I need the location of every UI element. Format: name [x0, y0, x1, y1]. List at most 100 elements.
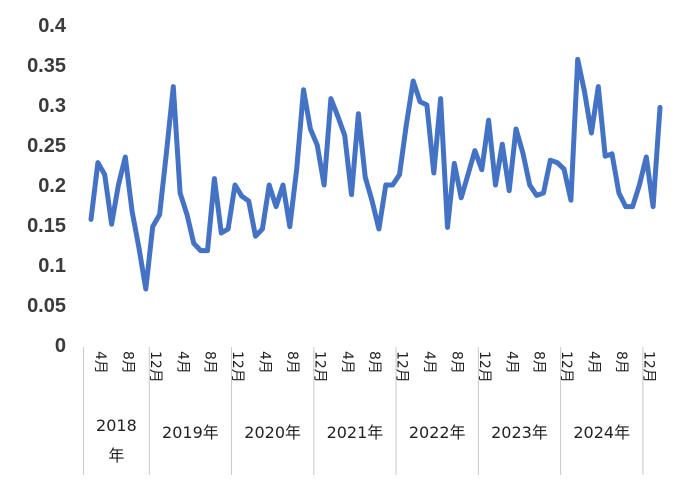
data-point	[411, 79, 416, 84]
x-tick-label: 8月	[448, 351, 464, 374]
data-point	[116, 183, 121, 188]
data-point	[335, 114, 340, 119]
x-group-label: 2018	[96, 416, 137, 435]
data-point	[328, 96, 333, 101]
x-tick-label: 4月	[339, 351, 355, 374]
data-point	[322, 183, 327, 188]
data-point	[466, 172, 471, 177]
data-point	[610, 151, 615, 156]
data-point	[356, 111, 361, 116]
data-point	[520, 151, 525, 156]
x-tick-label: 12月	[558, 351, 574, 383]
data-point	[582, 90, 587, 95]
data-point	[479, 167, 484, 172]
y-tick-label: 0.1	[38, 255, 66, 277]
y-tick-label: 0.2	[38, 175, 66, 197]
data-point	[390, 183, 395, 188]
data-point	[198, 248, 203, 253]
y-tick-label: 0.15	[27, 215, 66, 237]
data-point	[294, 167, 299, 172]
data-point	[164, 151, 169, 156]
data-point	[397, 172, 402, 177]
data-point	[527, 183, 532, 188]
data-point	[191, 241, 196, 246]
data-point	[102, 172, 107, 177]
x-tick-label: 8月	[284, 351, 300, 374]
data-point	[130, 209, 135, 214]
x-tick-label: 12月	[147, 351, 163, 383]
x-tick-label: 8月	[202, 351, 218, 374]
series-line	[88, 56, 663, 292]
data-point	[376, 227, 381, 232]
x-tick-label: 8月	[366, 351, 382, 374]
y-tick-label: 0	[55, 335, 66, 357]
data-point	[514, 127, 519, 132]
data-point	[383, 183, 388, 188]
data-point	[575, 57, 580, 62]
data-point	[534, 193, 539, 198]
data-point	[418, 99, 423, 104]
x-group-label: 年	[108, 446, 124, 465]
data-point	[445, 225, 450, 230]
x-tick-label: 12月	[311, 351, 327, 383]
data-point	[219, 231, 224, 236]
data-point	[178, 191, 183, 196]
data-point	[562, 167, 567, 172]
data-point	[616, 191, 621, 196]
x-tick-label: 4月	[586, 351, 602, 374]
data-point	[253, 234, 258, 239]
x-group-label: 2019年	[162, 423, 219, 442]
data-point	[267, 183, 272, 188]
data-point	[308, 127, 313, 132]
data-point	[404, 123, 409, 128]
data-point	[287, 224, 292, 229]
data-point	[555, 160, 560, 165]
data-point	[438, 96, 443, 101]
data-point	[226, 227, 231, 232]
x-tick-label: 12月	[394, 351, 410, 383]
data-point	[95, 160, 100, 165]
data-point	[596, 84, 601, 89]
data-point	[486, 118, 491, 123]
data-point	[157, 212, 162, 217]
data-point	[459, 195, 464, 200]
data-point	[623, 204, 628, 209]
data-point	[603, 154, 608, 159]
data-point	[150, 224, 155, 229]
plot-area	[88, 56, 663, 292]
data-point	[424, 103, 429, 108]
data-point	[315, 143, 320, 148]
x-axis: 4月 8月 12月 4月 8月 12月 4月 8月 12月 4月 8月 12月 4月 8月 12月 4月 8月 1…	[83, 347, 656, 475]
data-point	[260, 227, 265, 232]
data-point	[274, 204, 279, 209]
y-tick-label: 0.3	[38, 95, 66, 117]
data-point	[548, 158, 553, 163]
data-point	[281, 183, 286, 188]
x-tick-label: 12月	[640, 351, 656, 383]
data-point	[370, 199, 375, 204]
data-point	[212, 176, 217, 181]
data-point	[363, 175, 368, 180]
data-point	[644, 155, 649, 160]
data-point	[137, 246, 142, 251]
data-point	[171, 84, 176, 89]
y-axis: 0 0.05 0.1 0.15 0.2 0.25 0.3 0.35 0.4	[27, 15, 67, 357]
data-point	[507, 188, 512, 193]
data-point	[651, 204, 656, 209]
x-tick-label: 12月	[476, 351, 492, 383]
y-tick-label: 0.4	[38, 15, 67, 37]
x-tick-label: 4月	[92, 351, 108, 374]
data-point	[342, 133, 347, 138]
data-point	[205, 248, 210, 253]
data-point	[349, 192, 354, 197]
data-point	[143, 287, 148, 292]
data-point	[658, 105, 663, 110]
x-tick-label: 8月	[531, 351, 547, 374]
y-tick-label: 0.05	[27, 295, 66, 317]
data-point	[452, 161, 457, 166]
data-point	[123, 155, 128, 160]
data-point	[630, 204, 635, 209]
data-point	[109, 222, 114, 227]
data-point	[589, 131, 594, 136]
